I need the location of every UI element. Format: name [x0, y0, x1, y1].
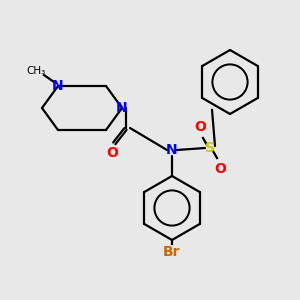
Text: Br: Br	[163, 245, 181, 259]
Text: N: N	[166, 143, 178, 157]
Text: O: O	[214, 162, 226, 176]
Text: N: N	[116, 101, 128, 115]
Text: S: S	[205, 141, 215, 155]
Text: O: O	[194, 120, 206, 134]
Text: CH₃: CH₃	[26, 66, 46, 76]
Text: N: N	[52, 79, 64, 93]
Text: O: O	[106, 146, 118, 160]
